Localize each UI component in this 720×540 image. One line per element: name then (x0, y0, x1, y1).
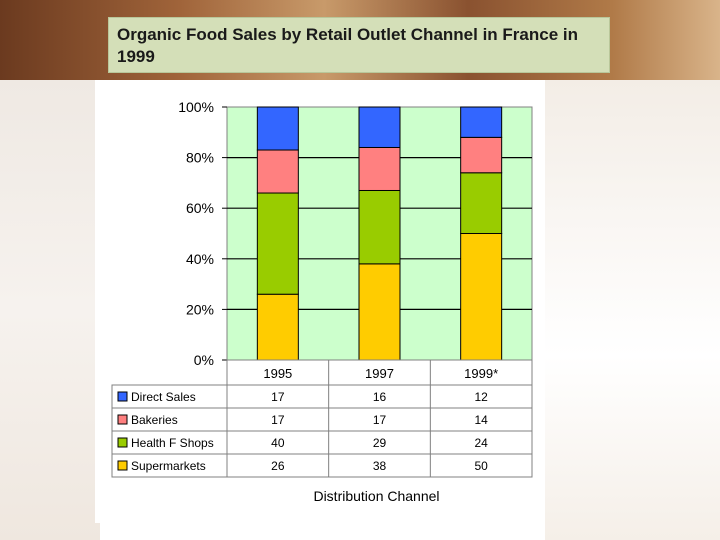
bar-segment (460, 106, 503, 138)
y-tick-label: 40% (186, 251, 214, 267)
data-value: 50 (474, 459, 488, 473)
data-value: 12 (474, 390, 488, 404)
x-category-label: 1997 (365, 366, 394, 381)
legend-swatch (117, 437, 128, 448)
data-value: 24 (474, 436, 488, 450)
x-category-label: 1995 (263, 366, 292, 381)
y-tick-label: 20% (186, 301, 214, 317)
bar-segment (358, 189, 401, 265)
legend-label: Direct Sales (131, 390, 196, 404)
x-category-label: 1999* (464, 366, 498, 381)
y-tick-label: 0% (194, 352, 214, 368)
data-value: 26 (271, 459, 285, 473)
data-value: 38 (373, 459, 387, 473)
data-value: 17 (271, 413, 285, 427)
y-tick-label: 60% (186, 200, 214, 216)
bar-segment (460, 233, 503, 361)
bar-segment (256, 106, 299, 151)
y-tick-label: 80% (186, 150, 214, 166)
bar-segment (358, 263, 401, 361)
bar-segment (256, 149, 299, 194)
bar-segment (358, 146, 401, 191)
data-value: 16 (373, 390, 387, 404)
legend-label: Supermarkets (131, 459, 206, 473)
background-right (545, 80, 720, 540)
legend-label: Health F Shops (131, 436, 214, 450)
table-header-row (226, 359, 533, 386)
legend-swatch (117, 391, 128, 402)
x-axis-title: Distribution Channel (313, 488, 439, 504)
bar-segment (460, 136, 503, 174)
legend-swatch (117, 460, 128, 471)
slide-title: Organic Food Sales by Retail Outlet Chan… (108, 17, 610, 73)
legend-swatch (117, 414, 128, 425)
y-tick-label: 100% (178, 99, 214, 115)
data-value: 40 (271, 436, 285, 450)
data-value: 17 (373, 413, 387, 427)
background-left (0, 80, 100, 540)
data-value: 14 (474, 413, 488, 427)
bar-segment (256, 192, 299, 295)
bar-segment (460, 172, 503, 234)
bar-segment (256, 293, 299, 361)
table-row (111, 453, 533, 478)
data-value: 29 (373, 436, 387, 450)
bar-segment (358, 106, 401, 148)
legend-label: Bakeries (131, 413, 178, 427)
data-value: 17 (271, 390, 285, 404)
